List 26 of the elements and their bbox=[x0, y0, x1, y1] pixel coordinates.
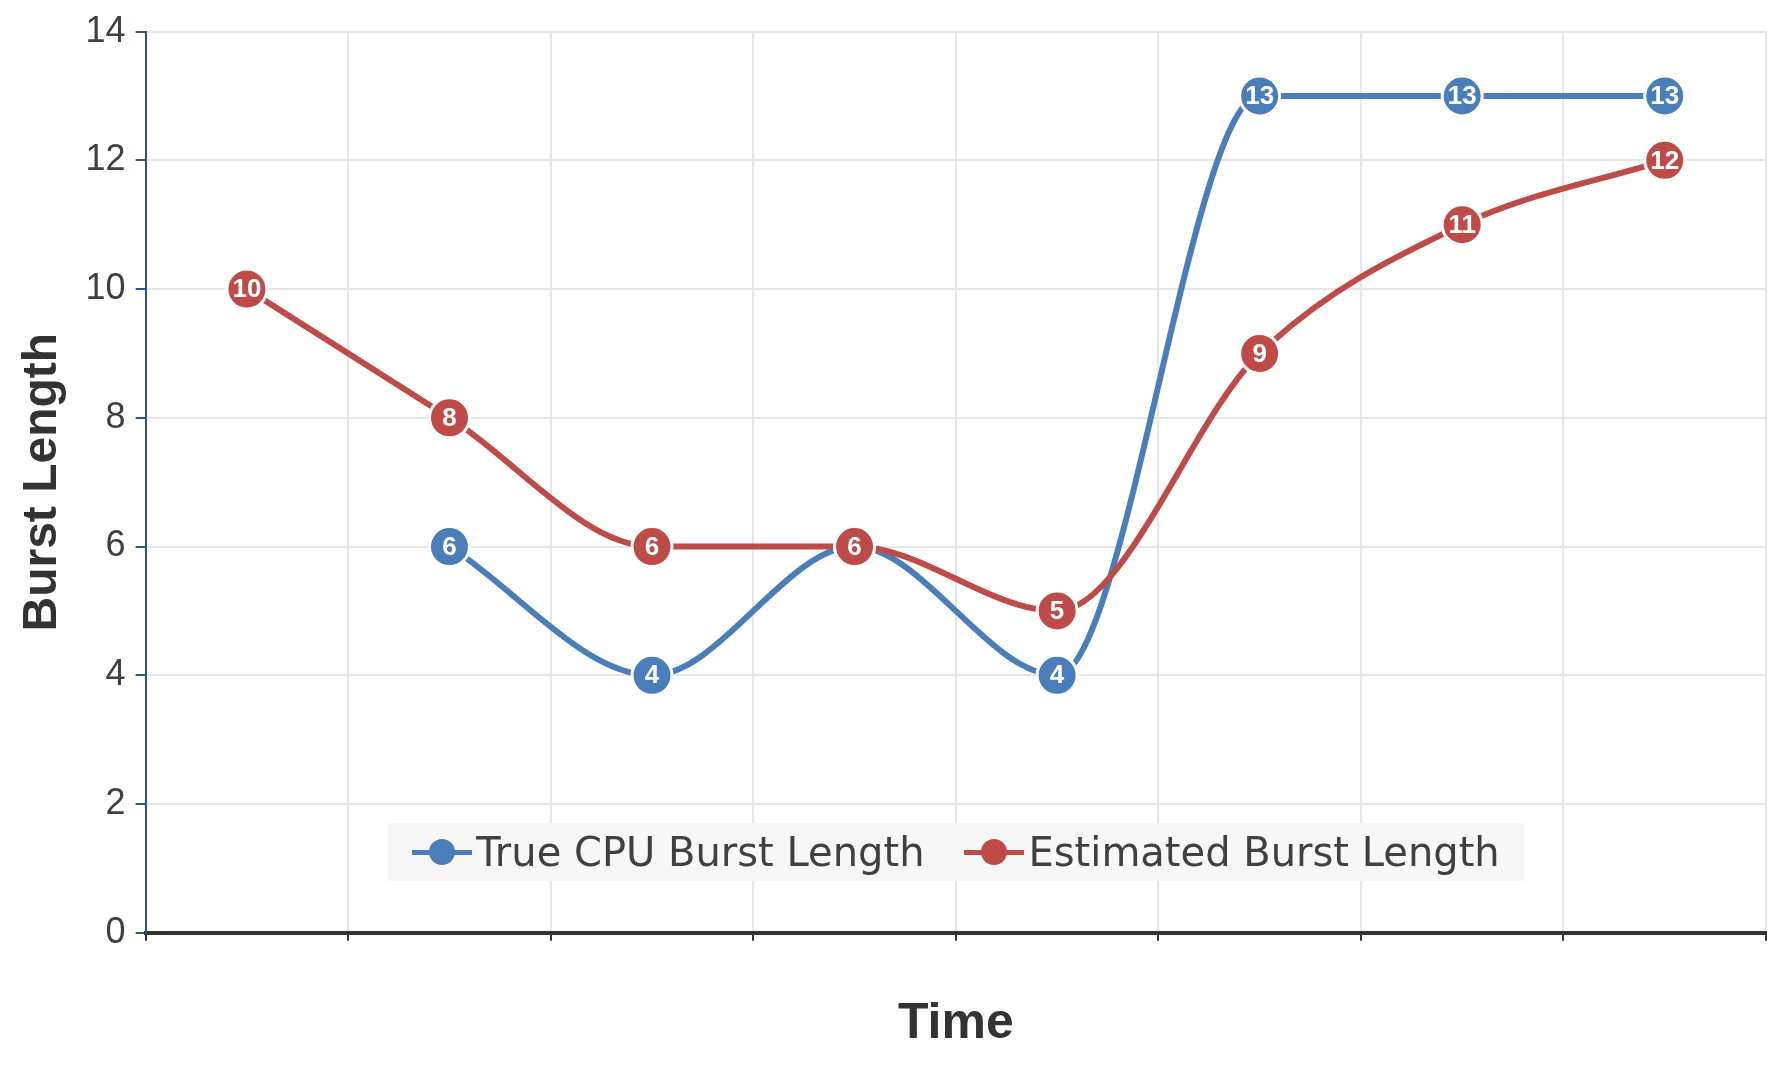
data-label: 11 bbox=[1448, 208, 1476, 239]
legend-label: Estimated Burst Length bbox=[1028, 828, 1500, 875]
legend-label: True CPU Burst Length bbox=[476, 828, 925, 875]
data-label: 13 bbox=[1447, 80, 1477, 111]
data-label: 12 bbox=[1650, 144, 1680, 175]
data-label: 13 bbox=[1650, 80, 1680, 111]
data-label: 6 bbox=[644, 530, 660, 561]
data-label: 13 bbox=[1245, 80, 1275, 111]
y-tick-label: 6 bbox=[105, 523, 126, 565]
data-label: 5 bbox=[1049, 595, 1065, 626]
data-label: 6 bbox=[847, 530, 862, 561]
y-tick-label: 14 bbox=[85, 8, 126, 50]
x-axis-title: Time bbox=[897, 992, 1014, 1049]
data-label: 4 bbox=[1049, 659, 1065, 690]
data-label: 9 bbox=[1252, 337, 1267, 368]
y-tick-label: 4 bbox=[105, 652, 126, 694]
y-tick-label: 12 bbox=[85, 137, 126, 179]
data-label: 8 bbox=[442, 402, 457, 432]
data-label: 10 bbox=[232, 273, 262, 304]
y-tick-label: 8 bbox=[105, 394, 126, 436]
data-label: 4 bbox=[644, 659, 660, 690]
y-tick-label: 10 bbox=[85, 266, 126, 308]
y-tick-label: 2 bbox=[105, 780, 126, 822]
data-label: 6 bbox=[442, 530, 457, 561]
y-axis-title: Burst Length bbox=[13, 332, 67, 632]
y-tick-label: 0 bbox=[105, 909, 126, 951]
